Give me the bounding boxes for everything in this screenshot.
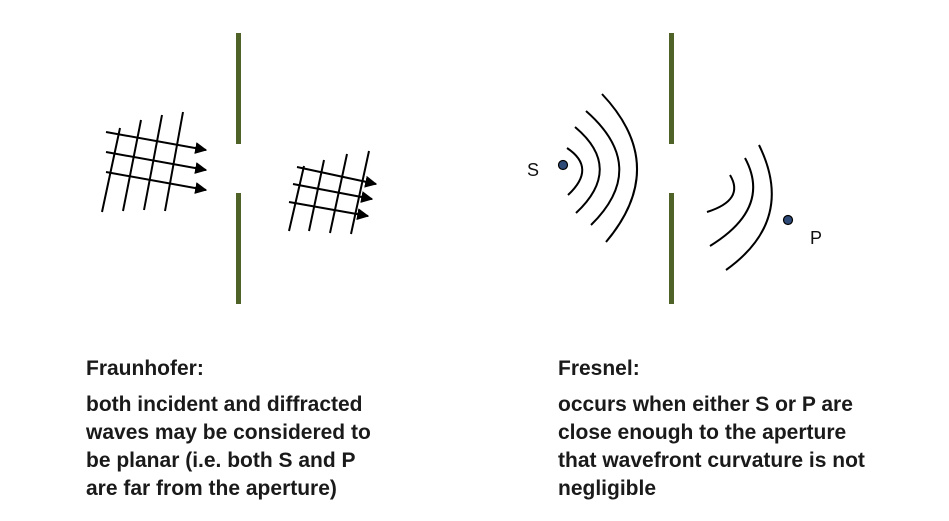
point-label: P [810, 228, 822, 248]
diffracted-ray-arrow [292, 183, 374, 203]
diffracted-spherical-wavefronts [706, 144, 773, 271]
fraunhofer-line: are far from the aperture) [86, 477, 337, 500]
fresnel-aperture-top [669, 33, 674, 144]
source-point-s [557, 159, 569, 171]
fraunhofer-description: both incident and diffracted waves may b… [86, 391, 371, 503]
fraunhofer-line: be planar (i.e. both S and P [86, 449, 356, 472]
fresnel-line: negligible [558, 477, 657, 500]
diffracted-plane-wavefronts [288, 150, 370, 235]
fresnel-heading: Fresnel: [558, 357, 640, 380]
incident-wave-rays [105, 131, 208, 194]
fraunhofer-aperture-top [236, 33, 241, 144]
incident-ray-arrow [105, 131, 208, 154]
fresnel-aperture-bottom [669, 193, 674, 304]
incident-plane-wavefronts [101, 111, 184, 213]
fresnel-description: occurs when either S or P are close enou… [558, 391, 865, 503]
source-label: S [527, 160, 539, 180]
fresnel-line: that wavefront curvature is not [558, 449, 865, 472]
fresnel-line: occurs when either S or P are [558, 393, 853, 416]
fraunhofer-line: both incident and diffracted [86, 393, 363, 416]
diffracted-wave-rays [288, 166, 378, 221]
fraunhofer-panel [101, 33, 378, 304]
fraunhofer-heading: Fraunhofer: [86, 357, 204, 380]
fresnel-line: close enough to the aperture [558, 421, 847, 444]
fraunhofer-line: waves may be considered to [86, 421, 371, 444]
incident-ray-arrow [105, 171, 208, 194]
incident-ray-arrow [105, 151, 208, 174]
diffracted-ray-arrow [296, 166, 378, 188]
fraunhofer-aperture-bottom [236, 193, 241, 304]
incident-spherical-wavefronts [566, 93, 638, 243]
diffracted-ray-arrow [288, 201, 370, 221]
fresnel-panel: S P [527, 33, 822, 304]
observation-point-p [782, 214, 794, 226]
